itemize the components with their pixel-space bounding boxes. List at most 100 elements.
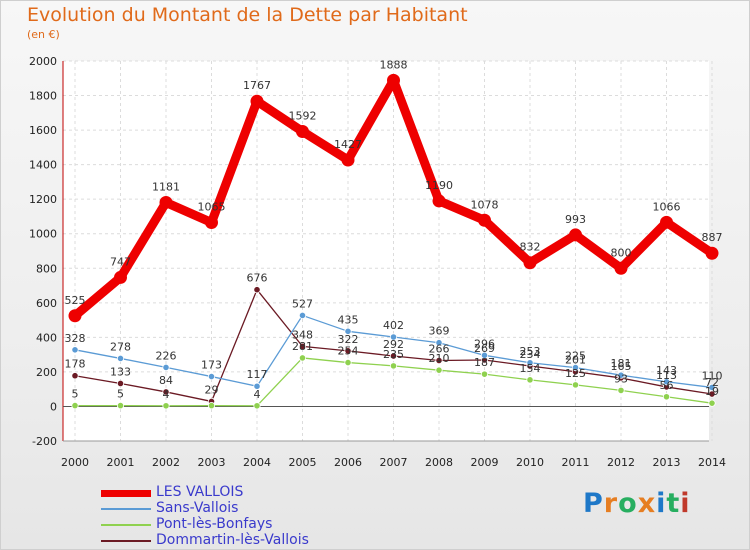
data-point-2	[116, 401, 125, 410]
legend-swatch	[101, 508, 151, 510]
data-label: 133	[110, 365, 131, 378]
data-point-0	[569, 228, 582, 242]
logo-letter: i	[680, 488, 691, 519]
legend-swatch	[101, 524, 151, 526]
data-label: 72	[705, 376, 719, 389]
data-point-0	[387, 73, 400, 87]
line-chart: -200 0 200 400 600 800 1000 1200 1400 1600 1800 200…	[29, 55, 726, 469]
data-label: 676	[247, 272, 268, 285]
data-point-1	[708, 383, 716, 392]
legend-label: LES VALLOIS	[156, 484, 244, 500]
data-label: 832	[520, 241, 541, 254]
data-point-1	[435, 339, 443, 347]
data-point-0	[660, 215, 673, 229]
data-label: 1181	[152, 180, 180, 193]
data-label: 348	[292, 328, 313, 341]
data-label: 1190	[425, 179, 453, 192]
y-tick-label: 600	[36, 297, 57, 310]
data-point-2	[389, 362, 398, 370]
data-label: 253	[520, 345, 541, 358]
data-point-0	[478, 213, 491, 227]
data-label: 143	[656, 364, 677, 377]
data-label: 1066	[653, 200, 681, 213]
data-label: 93	[614, 372, 628, 385]
data-point-2	[435, 366, 443, 374]
data-label: 154	[520, 362, 541, 375]
legend-item: Dommartin-lès-Vallois	[101, 532, 401, 549]
legend-item: Pont-lès-Bonfays	[101, 516, 401, 533]
data-point-3	[389, 352, 398, 360]
legend-label: Sans-Vallois	[156, 500, 239, 516]
data-label: 278	[110, 340, 131, 353]
x-tick-label: 2002	[152, 456, 180, 469]
data-label: 402	[383, 319, 404, 332]
data-label: 1592	[289, 109, 317, 122]
x-tick-label: 2008	[425, 456, 453, 469]
x-tick-label: 2010	[516, 456, 544, 469]
data-point-0	[250, 94, 264, 108]
data-label: 110	[702, 369, 723, 382]
logo-letter: P	[583, 488, 604, 519]
y-tick-label: 1200	[29, 193, 57, 206]
data-point-3	[253, 286, 261, 294]
data-point-1	[571, 363, 580, 372]
y-tick-label: 2000	[29, 55, 57, 68]
data-label: 527	[292, 297, 313, 310]
data-label: 4	[254, 388, 261, 401]
x-tick-label: 2001	[107, 456, 135, 469]
logo-letter: o	[618, 488, 638, 519]
y-tick-label: 1000	[29, 228, 57, 241]
data-point-0	[432, 194, 446, 208]
data-label: 234	[520, 348, 541, 361]
data-label: 435	[338, 313, 359, 326]
data-point-1	[526, 359, 534, 367]
data-point-2	[344, 358, 352, 367]
data-point-0	[705, 246, 719, 260]
proxiti-logo: Proxiti	[583, 488, 691, 519]
data-label: 4	[163, 388, 170, 401]
data-point-2	[708, 399, 716, 407]
y-tick-label: 1800	[29, 90, 57, 103]
data-point-3	[162, 388, 170, 396]
data-label: 281	[292, 340, 313, 353]
y-tick-label: -200	[32, 435, 57, 448]
legend-item: LES VALLOIS	[101, 484, 401, 501]
x-tick-label: 2007	[380, 456, 408, 469]
data-label: 747	[110, 255, 131, 268]
data-label: 328	[65, 332, 86, 345]
x-tick-label: 2014	[698, 456, 726, 469]
y-tick-label: 200	[36, 366, 57, 379]
x-tick-label: 2003	[198, 456, 226, 469]
logo-letter: t	[666, 488, 681, 519]
y-tick-label: 1400	[29, 159, 57, 172]
data-point-2	[298, 354, 307, 362]
data-label: 1078	[471, 198, 499, 211]
data-point-0	[523, 256, 537, 270]
logo-letter: x	[637, 488, 657, 519]
data-label: 173	[201, 359, 222, 372]
data-label: 296	[474, 337, 495, 350]
data-label: 225	[565, 350, 586, 363]
data-point-3	[116, 379, 125, 388]
data-label: 165	[611, 360, 632, 373]
data-point-1	[617, 371, 625, 379]
data-label: 235	[383, 348, 404, 361]
data-point-1	[389, 333, 398, 341]
legend-swatch	[101, 489, 151, 497]
data-point-2	[526, 376, 534, 384]
data-point-0	[68, 309, 82, 323]
data-point-2	[662, 393, 671, 401]
data-point-1	[116, 354, 125, 363]
legend-label: Dommartin-lès-Vallois	[156, 532, 309, 548]
x-tick-label: 2005	[289, 456, 317, 469]
data-label: 84	[159, 374, 173, 387]
y-tick-label: 800	[36, 262, 57, 275]
data-label: 993	[565, 213, 586, 226]
logo-letter: i	[656, 488, 667, 519]
data-label: 266	[429, 343, 450, 356]
data-label: 254	[338, 345, 359, 358]
data-label: 887	[702, 231, 723, 244]
x-tick-label: 2006	[334, 456, 362, 469]
data-label: 113	[656, 369, 677, 382]
